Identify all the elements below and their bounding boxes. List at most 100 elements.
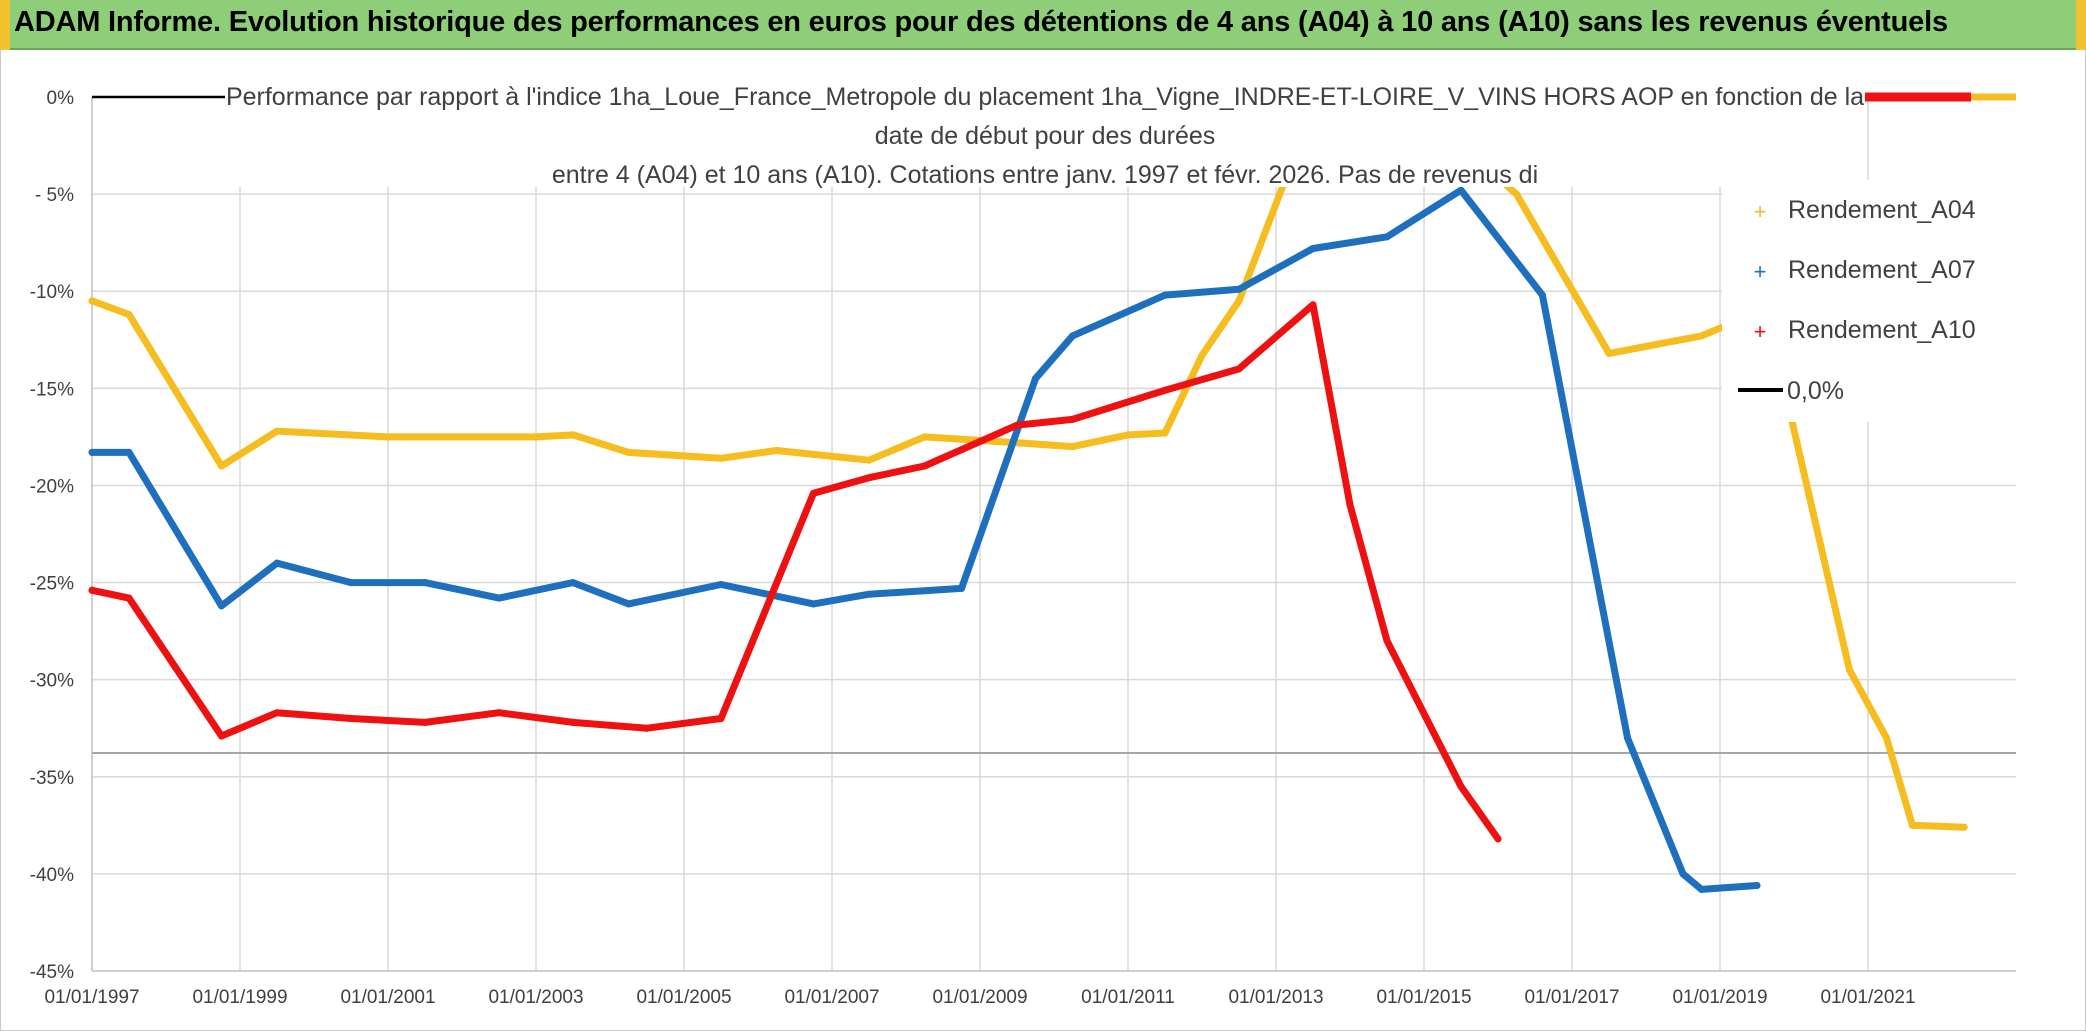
data-point-a07: [1309, 245, 1317, 252]
data-point-a10: [273, 709, 281, 717]
data-point-a04: [921, 433, 928, 441]
x-tick-label: 01/01/2017: [1524, 987, 1619, 1008]
chart-title-line-1: Performance par rapport à l'indice 1ha_L…: [226, 83, 1864, 111]
data-point-a10: [125, 594, 133, 602]
x-tick-label: 01/01/2019: [1672, 987, 1767, 1008]
data-point-a07: [1457, 186, 1465, 194]
series-line-a07: [88, 186, 1761, 893]
data-point-a10: [421, 718, 429, 726]
data-point-a10: [921, 462, 928, 470]
data-point-a04: [273, 427, 281, 435]
legend-label-a07: Rendement_A07: [1788, 256, 1976, 284]
data-point-a07: [717, 581, 725, 588]
data-point-a04: [1124, 431, 1132, 439]
chart-title-line-3: entre 4 (A04) et 10 ans (A10). Cotations…: [552, 161, 1538, 189]
x-axis-labels: 01/01/1997 01/01/1999 01/01/2001 01/01/2003…: [44, 987, 1915, 1008]
data-point-a07: [1032, 375, 1039, 383]
data-point-a07: [347, 579, 355, 587]
data-point-a04: [1069, 443, 1076, 451]
data-point-a07: [958, 584, 965, 592]
data-point-a10: [1069, 415, 1076, 423]
header-banner: ADAM Informe. Evolution historique des p…: [0, 0, 2086, 50]
x-tick-label: 01/01/1999: [192, 987, 287, 1008]
data-point-a04: [1198, 351, 1206, 359]
x-tick-label: 01/01/2001: [340, 987, 435, 1008]
y-tick-label: -25%: [30, 574, 74, 595]
data-point-a04: [625, 448, 632, 456]
y-tick-label: -10%: [30, 282, 74, 303]
data-point-a07: [865, 590, 873, 598]
data-point-a10: [643, 724, 651, 732]
y-tick-label: -45%: [30, 962, 74, 983]
chart-title: Performance par rapport à l'indice 1ha_L…: [226, 83, 1864, 189]
data-point-a04: [717, 454, 725, 462]
data-point-a07: [1235, 285, 1243, 293]
data-point-a07: [625, 600, 632, 608]
data-point-a04: [1846, 666, 1853, 674]
series-line-a10: [88, 301, 1502, 843]
data-point-a04: [88, 297, 96, 305]
legend-marker-a04: +: [1754, 199, 1767, 224]
data-point-a04: [1235, 297, 1243, 305]
data-point-a10: [717, 715, 725, 722]
y-tick-label: -35%: [30, 768, 74, 789]
data-point-a04: [1513, 190, 1520, 198]
legend-marker-a10: +: [1754, 319, 1767, 344]
y-tick-label: -40%: [30, 865, 74, 886]
data-point-a10: [1457, 783, 1465, 790]
data-point-a10: [1235, 365, 1243, 373]
y-tick-label: -30%: [30, 671, 74, 692]
data-point-a10: [218, 732, 225, 740]
x-tick-label: 01/01/2015: [1376, 987, 1471, 1008]
chart-legend: + Rendement_A04 + Rendement_A07 + Rendem…: [1722, 180, 2018, 422]
data-point-a07: [1161, 291, 1169, 299]
data-point-a10: [1346, 501, 1354, 509]
data-point-a07: [1383, 233, 1391, 241]
data-point-a07: [495, 594, 503, 602]
x-tick-label: 01/01/2003: [488, 987, 583, 1008]
legend-label-zero: 0,0%: [1787, 377, 1844, 405]
x-tick-label: 01/01/2021: [1820, 987, 1915, 1008]
page-title: ADAM Informe. Evolution historique des p…: [14, 6, 1948, 38]
banner-corner-right: [2076, 0, 2086, 50]
x-tick-label: 01/01/2005: [636, 987, 731, 1008]
y-tick-label: -15%: [30, 379, 74, 400]
legend-background: [1722, 180, 2018, 422]
data-point-a04: [384, 433, 392, 441]
chart-title-line-2: date de début pour des durées: [875, 122, 1216, 150]
legend-label-a04: Rendement_A04: [1788, 196, 1976, 224]
data-point-a10: [1013, 421, 1021, 429]
performance-chart: Performance par rapport à l'indice 1ha_L…: [30, 75, 2018, 1008]
data-point-a04: [865, 456, 873, 464]
x-tick-label: 01/01/2007: [784, 987, 879, 1008]
data-point-a07: [125, 448, 133, 456]
y-tick-label: - 5%: [35, 185, 74, 206]
data-point-a10: [1309, 301, 1317, 309]
data-point-a10: [495, 709, 503, 717]
data-point-a04: [569, 431, 577, 439]
data-point-a07: [88, 448, 96, 456]
data-point-a04: [218, 462, 225, 470]
banner-corner-left: [0, 0, 10, 50]
data-point-a07: [1624, 734, 1631, 742]
data-point-a04: [1883, 734, 1890, 742]
data-point-a07: [218, 602, 225, 610]
data-point-a04: [773, 447, 780, 454]
data-point-a07: [1753, 882, 1761, 889]
data-point-a10: [1383, 637, 1391, 645]
data-point-a07: [273, 559, 281, 567]
y-axis-labels: 0% - 5% -10% -15% -20% -25% -30% -35% -40% -45%: [30, 88, 74, 983]
data-point-a04: [1698, 332, 1705, 340]
data-point-a10: [347, 715, 355, 722]
data-point-a07: [421, 579, 429, 587]
x-tick-label: 01/01/2009: [932, 987, 1027, 1008]
x-tick-label: 01/01/2013: [1228, 987, 1323, 1008]
data-point-a10: [88, 586, 96, 594]
data-point-a10: [1494, 835, 1502, 843]
y-tick-label: 0%: [47, 88, 75, 109]
data-point-a04: [532, 433, 540, 441]
legend-marker-a07: +: [1754, 259, 1767, 284]
data-point-a07: [1679, 870, 1687, 878]
x-tick-label: 01/01/2011: [1081, 987, 1175, 1008]
data-point-a04: [1908, 821, 1916, 829]
